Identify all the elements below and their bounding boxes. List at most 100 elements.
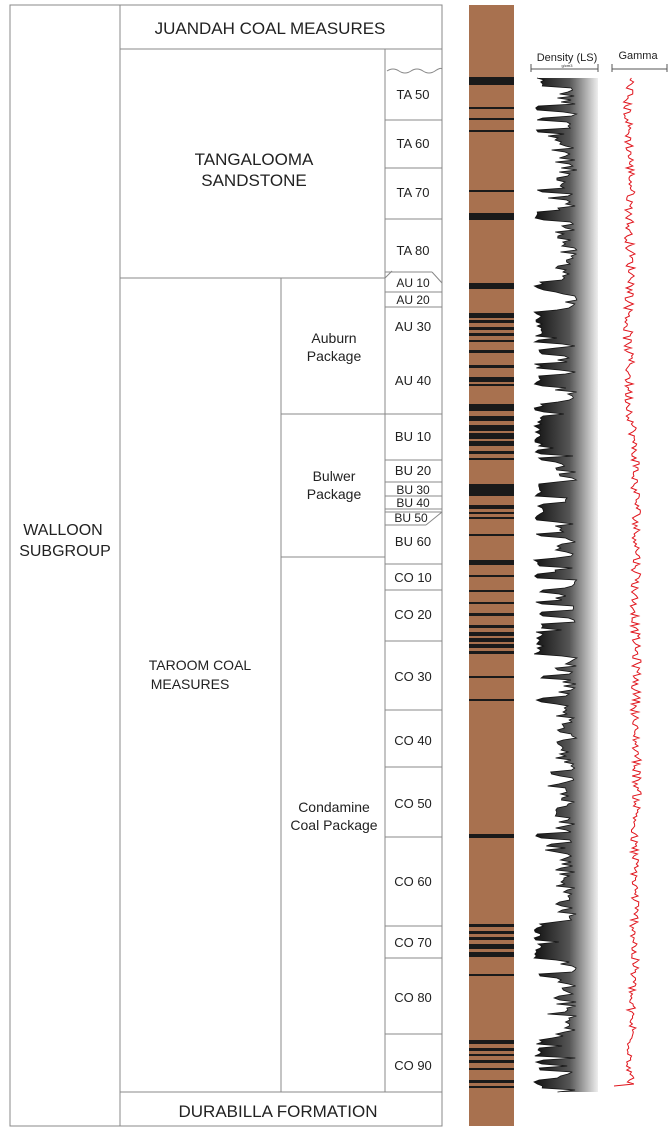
coal-seam (469, 1040, 514, 1044)
unit-label-bu60: BU 60 (395, 534, 431, 549)
unit-label-bu50: BU 50 (394, 511, 428, 525)
auburn-package-label-line2: Package (307, 348, 362, 364)
tangalooma-sandstone-label-line1: TANGALOOMA (195, 150, 314, 169)
density-log (532, 77, 598, 1093)
coal-seam (469, 560, 514, 565)
coal-seam (469, 107, 514, 109)
unit-label-co90: CO 90 (394, 1058, 432, 1073)
lithology-sandstone-background (469, 5, 514, 1126)
coal-seam (469, 451, 514, 454)
coal-seam (469, 575, 514, 577)
coal-seam (469, 937, 514, 940)
coal-seam (469, 1048, 514, 1051)
coal-seam (469, 602, 514, 604)
stratigraphic-table (9, 4, 443, 1127)
coal-seam (469, 676, 514, 678)
walloon-subgroup-label-line2: SUBGROUP (19, 543, 111, 560)
coal-seam (469, 625, 514, 628)
density-log-curve (532, 77, 579, 1093)
coal-seam (469, 365, 514, 368)
coal-seam (469, 327, 514, 330)
unit-label-ta50: TA 50 (396, 87, 429, 102)
unit-label-co50: CO 50 (394, 796, 432, 811)
coal-seam (469, 433, 514, 439)
coal-seam (469, 283, 514, 289)
coal-seam (469, 644, 514, 648)
gamma-log-header: Gamma (611, 50, 668, 72)
coal-seam (469, 213, 514, 220)
coal-seam (469, 1080, 514, 1083)
condamine-package-label-line1: Condamine (298, 799, 370, 815)
walloon-subgroup-label-line1: WALLOON (23, 522, 102, 539)
coal-seam (469, 484, 514, 496)
unit-label-ta60: TA 60 (396, 136, 429, 151)
unit-label-co10: CO 10 (394, 570, 432, 585)
unit-label-bu30: BU 30 (396, 483, 430, 497)
coal-seam (469, 458, 514, 460)
tangalooma-sandstone-label-line2: SANDSTONE (201, 171, 307, 190)
coal-seam (469, 1086, 514, 1088)
unit-label-bu40: BU 40 (396, 496, 430, 510)
coal-seam (469, 77, 514, 85)
gamma-log (613, 77, 643, 1087)
coal-seam (469, 834, 514, 838)
unit-label-bu10: BU 10 (395, 429, 431, 444)
coal-seam (469, 313, 514, 318)
unit-label-co60: CO 60 (394, 874, 432, 889)
coal-seam (469, 651, 514, 654)
auburn-package-label-line1: Auburn (311, 330, 356, 346)
coal-seam (469, 944, 514, 949)
bulwer-package-label-line2: Package (307, 486, 362, 502)
coal-seam (469, 384, 514, 386)
unit-label-au40: AU 40 (395, 373, 431, 388)
coal-seam (469, 333, 514, 336)
coal-seam (469, 638, 514, 642)
unit-label-au20: AU 20 (396, 293, 430, 307)
coal-seam (469, 190, 514, 192)
unit-labels: TA 50 TA 60 TA 70 TA 80 AU 10 AU 20 AU 3… (394, 87, 432, 1073)
coal-seam (469, 377, 514, 382)
coal-seam (469, 952, 514, 957)
juandah-coal-measures-label: JUANDAH COAL MEASURES (155, 19, 386, 38)
unit-label-au30: AU 30 (395, 319, 431, 334)
coal-seam (469, 1054, 514, 1056)
coal-seam (469, 1068, 514, 1070)
coal-seams (469, 77, 514, 1088)
density-log-header: Density (LS) g/cm3 (530, 52, 599, 72)
coal-seam (469, 416, 514, 421)
unit-label-co30: CO 30 (394, 669, 432, 684)
coal-seam (469, 320, 514, 323)
coal-seam (469, 505, 514, 509)
coal-seam (469, 130, 514, 132)
gamma-log-title: Gamma (618, 50, 658, 62)
coal-seam (469, 350, 514, 353)
density-log-unit: g/cm3 (562, 63, 574, 68)
coal-seam (469, 340, 514, 342)
coal-seam (469, 512, 514, 514)
unit-label-ta80: TA 80 (396, 243, 429, 258)
coal-seam (469, 924, 514, 927)
unit-label-au10: AU 10 (396, 276, 430, 290)
coal-seam (469, 590, 514, 592)
coal-seam (469, 534, 514, 536)
lithology-column (469, 5, 514, 1126)
density-log-title: Density (LS) (537, 52, 598, 64)
unit-label-co70: CO 70 (394, 935, 432, 950)
unit-label-ta70: TA 70 (396, 185, 429, 200)
coal-seam (469, 517, 514, 519)
coal-seam (469, 404, 514, 411)
coal-seam (469, 441, 514, 446)
density-log-fill (534, 78, 598, 1092)
coal-seam (469, 699, 514, 701)
coal-seam (469, 931, 514, 934)
unit-label-co80: CO 80 (394, 990, 432, 1005)
coal-seam (469, 1060, 514, 1063)
unit-label-co40: CO 40 (394, 733, 432, 748)
unit-label-bu20: BU 20 (395, 463, 431, 478)
coal-seam (469, 118, 514, 120)
unit-label-co20: CO 20 (394, 607, 432, 622)
durabilla-formation-label: DURABILLA FORMATION (179, 1102, 378, 1121)
coal-seam (469, 974, 514, 976)
taroom-coal-measures-label-line1: TAROOM COAL (149, 657, 252, 673)
